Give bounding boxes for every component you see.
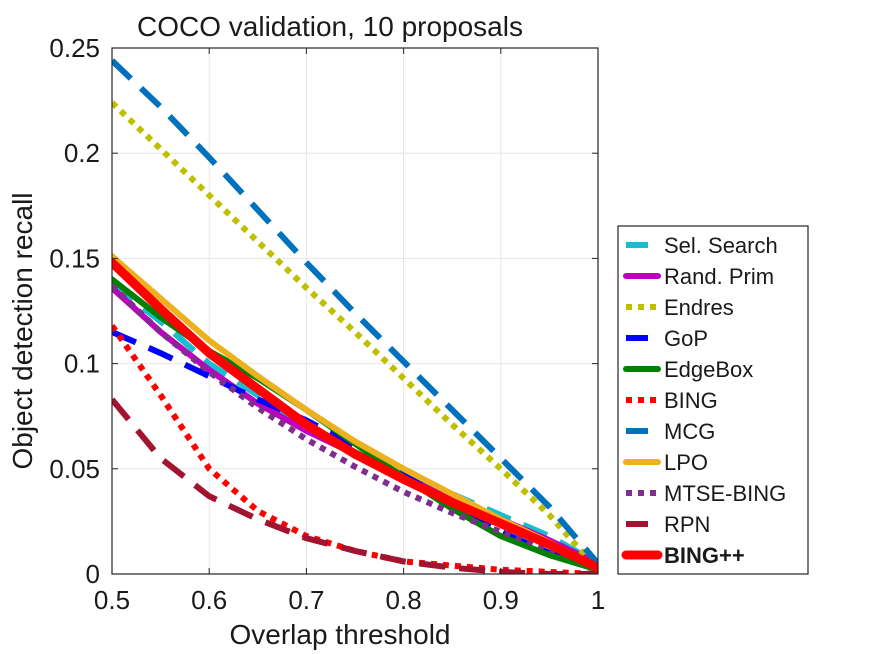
x-tick-label: 0.8 [386, 585, 422, 615]
legend: Sel. Search Rand. Prim Endres GoP EdgeBox BIN… [617, 225, 809, 575]
legend-label: Endres [664, 295, 734, 320]
legend-label: Rand. Prim [664, 264, 774, 289]
series-lines [112, 58, 598, 574]
y-tick-label: 0.15 [49, 243, 100, 273]
series-line-endres [112, 100, 598, 572]
legend-label: BING [664, 388, 718, 413]
grid [111, 47, 599, 575]
legend-label: EdgeBox [664, 357, 753, 382]
legend-box [617, 225, 809, 575]
x-tick-label: 0.6 [191, 585, 227, 615]
x-tick-label: 0.9 [483, 585, 519, 615]
legend-label: GoP [664, 326, 708, 351]
series-line-rpn [112, 397, 598, 574]
x-tick-label: 0.5 [94, 585, 130, 615]
legend-label: BING++ [664, 543, 745, 568]
x-axis: 0.5 0.6 0.7 0.8 0.9 1 [94, 48, 605, 615]
y-tick-label: 0.25 [49, 33, 100, 63]
chart-title: COCO validation, 10 proposals [137, 11, 523, 42]
x-tick-label: 0.7 [288, 585, 324, 615]
plot-frame [111, 47, 599, 575]
series-line-bing [112, 258, 598, 573]
y-axis-title: Object detection recall [7, 192, 38, 469]
legend-label: MCG [664, 419, 715, 444]
x-axis-title: Overlap threshold [229, 619, 450, 650]
x-tick-label: 1 [591, 585, 605, 615]
y-axis: 0 0.05 0.1 0.15 0.2 0.25 [49, 33, 598, 589]
y-tick-label: 0.1 [64, 349, 100, 379]
legend-label: Sel. Search [664, 233, 778, 258]
y-tick-label: 0.05 [49, 454, 100, 484]
y-tick-label: 0.2 [64, 138, 100, 168]
series-line-mtse-bing [112, 283, 598, 569]
series-line-mcg [112, 58, 598, 566]
legend-label: LPO [664, 450, 708, 475]
legend-label: MTSE-BING [664, 481, 786, 506]
legend-label: RPN [664, 512, 710, 537]
y-tick-label: 0 [86, 559, 100, 589]
